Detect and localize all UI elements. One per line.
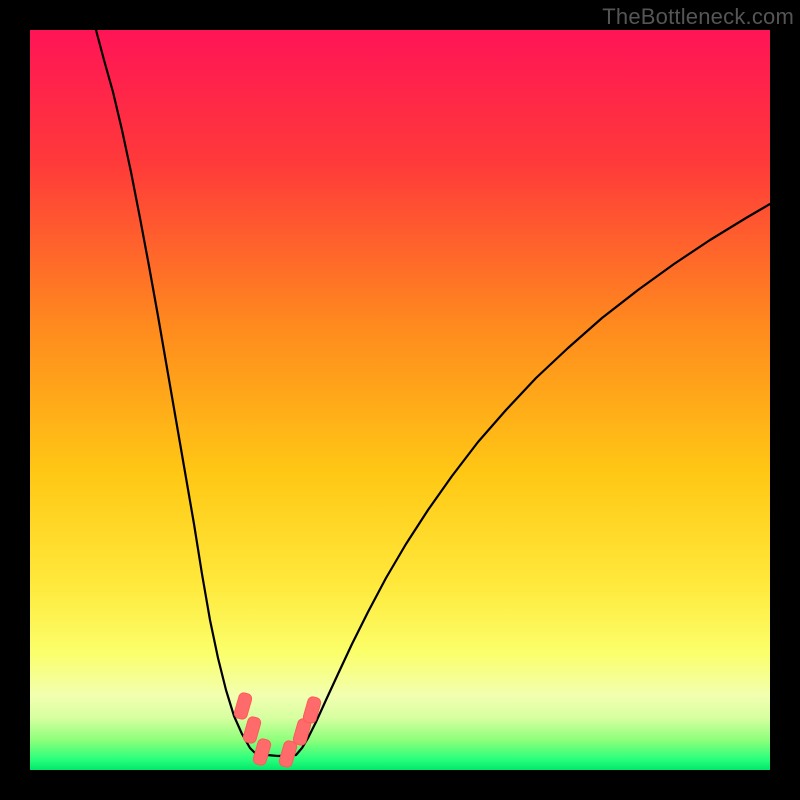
plot-area [30, 30, 770, 770]
gradient-background [30, 30, 770, 770]
image-canvas: TheBottleneck.com [0, 0, 800, 800]
watermark-text: TheBottleneck.com [602, 4, 794, 30]
chart-svg [30, 30, 770, 770]
